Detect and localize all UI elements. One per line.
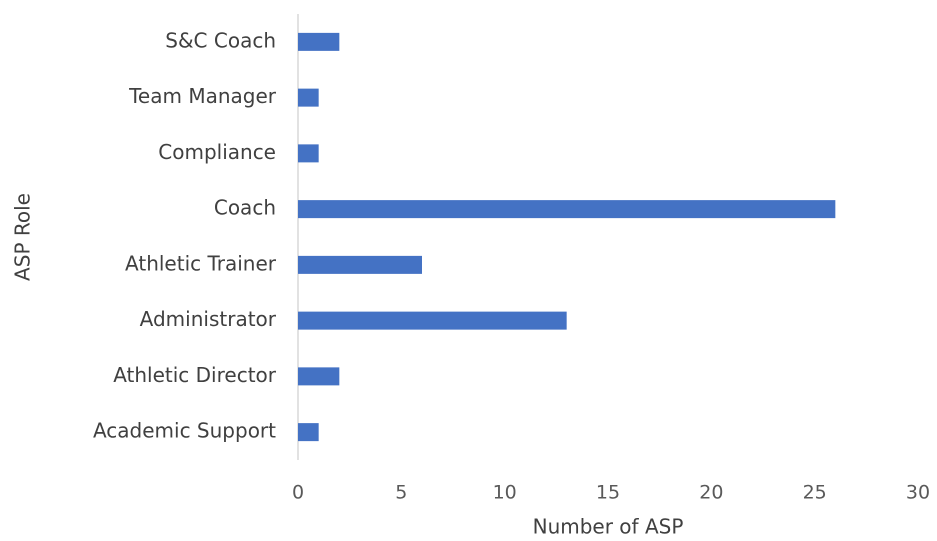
bar [298,311,567,330]
bar [298,32,340,51]
x-axis-label: Number of ASP [533,515,684,539]
y-tick-label: Compliance [158,140,276,164]
x-tick-label: 0 [292,482,304,504]
bar [298,367,340,386]
bar [298,255,422,274]
x-tick-label: 15 [596,482,620,504]
bar [298,88,319,107]
bar [298,144,319,163]
x-tick-label: 25 [803,482,827,504]
y-tick-label: Academic Support [93,419,276,443]
y-tick-label: Administrator [140,307,277,331]
y-tick-label: Athletic Trainer [125,251,277,275]
y-tick-label: Team Manager [128,84,277,108]
x-tick-label: 10 [493,482,517,504]
y-axis-label: ASP Role [11,193,35,281]
bar [298,423,319,442]
y-tick-label: Athletic Director [113,363,277,387]
x-tick-label: 20 [699,482,723,504]
y-tick-label: Coach [214,196,276,220]
bar [298,200,836,219]
x-tick-label: 30 [906,482,930,504]
x-tick-label: 5 [395,482,407,504]
y-tick-label: S&C Coach [165,28,276,52]
